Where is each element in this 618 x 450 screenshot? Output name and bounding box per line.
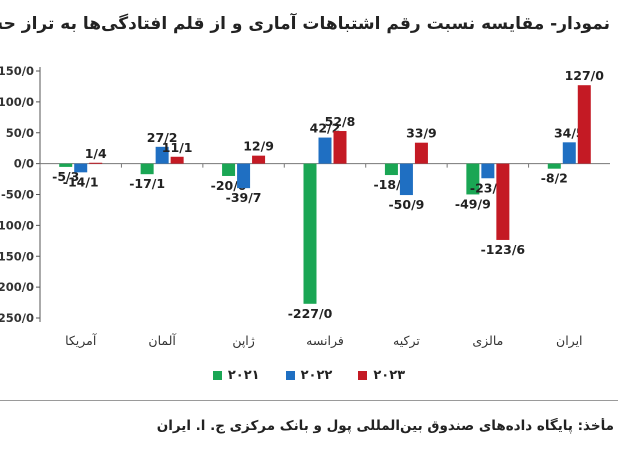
x-category-label: مالزی: [472, 333, 503, 349]
legend-item-2022: ۲۰۲۲: [285, 368, 333, 383]
bar-2023: [414, 142, 428, 164]
y-tick-label: -150/0: [0, 249, 34, 263]
data-label: -8/2: [541, 171, 568, 186]
divider: [0, 400, 618, 401]
bar-2021: [466, 163, 480, 195]
data-label: -14/1: [63, 174, 99, 189]
bar-2021: [222, 163, 236, 176]
data-label: -123/6: [481, 242, 526, 257]
y-tick-label: 150/0: [0, 64, 34, 78]
data-label: -49/9: [455, 196, 491, 211]
legend: ۲۰۲۱ ۲۰۲۲ ۲۰۲۳: [0, 368, 618, 383]
source-note: مأخذ: پایگاه داده‌های صندوق بین‌المللی پ…: [156, 418, 614, 434]
bar-2023: [89, 162, 103, 164]
x-category-label: فرانسه: [306, 333, 344, 349]
x-category-label: آمریکا: [65, 333, 97, 349]
y-tick-label: -100/0: [0, 218, 34, 232]
legend-swatch: [285, 371, 295, 380]
bar-2022: [481, 163, 495, 179]
bar-2021: [140, 163, 154, 175]
data-label: 42/2: [310, 121, 341, 136]
legend-item-2023: ۲۰۲۳: [358, 368, 405, 383]
bar-2022: [74, 163, 88, 173]
bar-2021: [384, 163, 398, 176]
x-category-label: ترکیه: [393, 333, 420, 349]
bar-2021: [59, 163, 73, 167]
y-tick-label: -200/0: [0, 280, 34, 294]
data-label: -17/1: [129, 176, 165, 191]
bar-2022: [399, 163, 413, 196]
data-label: 52/8: [325, 114, 356, 129]
chart-title: نمودار- مقایسه نسبت رقم اشتباهات آماری و…: [0, 14, 610, 34]
x-category-label: آلمان: [148, 333, 176, 348]
y-tick-label: 0/0: [14, 157, 34, 171]
bar-2022: [562, 142, 576, 164]
bar-2023: [170, 156, 184, 164]
y-tick-label: -250/0: [0, 311, 34, 325]
legend-swatch: [358, 371, 368, 380]
y-tick-label: 100/0: [0, 95, 34, 109]
data-label: 11/1: [162, 140, 193, 155]
data-label: 27/2: [147, 130, 178, 145]
y-tick-label: 50/0: [6, 126, 34, 140]
data-label: -50/9: [388, 197, 424, 212]
data-label: 12/9: [243, 139, 274, 154]
legend-label: ۲۰۲۲: [300, 368, 333, 383]
data-label: 34/5: [554, 125, 585, 140]
bar-2023: [577, 85, 591, 164]
bar-2021: [547, 163, 561, 169]
data-label: 1/4: [85, 146, 107, 161]
bar-2023: [333, 131, 347, 164]
bar-2022: [318, 137, 332, 164]
data-label: 33/9: [406, 126, 437, 141]
data-label: -5/3: [52, 169, 79, 184]
legend-label: ۲۰۲۳: [373, 368, 406, 383]
bar-2023: [252, 155, 266, 164]
bar-2023: [496, 163, 510, 240]
bar-2022: [237, 163, 251, 189]
data-label: -227/0: [288, 306, 333, 321]
legend-swatch: [212, 371, 222, 380]
data-label: 127/0: [565, 68, 605, 83]
bar-chart: 150/0 100/0 50/0 0/0 -50/0 -100/0 -150/0 -200/0…: [0, 64, 610, 349]
x-category-label: ایران: [556, 333, 583, 349]
bar-2021: [303, 163, 317, 304]
x-category-label: ژاپن: [232, 333, 255, 349]
legend-item-2021: ۲۰۲۱: [212, 368, 260, 383]
legend-label: ۲۰۲۱: [227, 368, 260, 383]
bar-2022: [155, 146, 169, 164]
y-tick-label: -50/0: [1, 188, 34, 202]
data-label: -39/7: [226, 190, 262, 205]
